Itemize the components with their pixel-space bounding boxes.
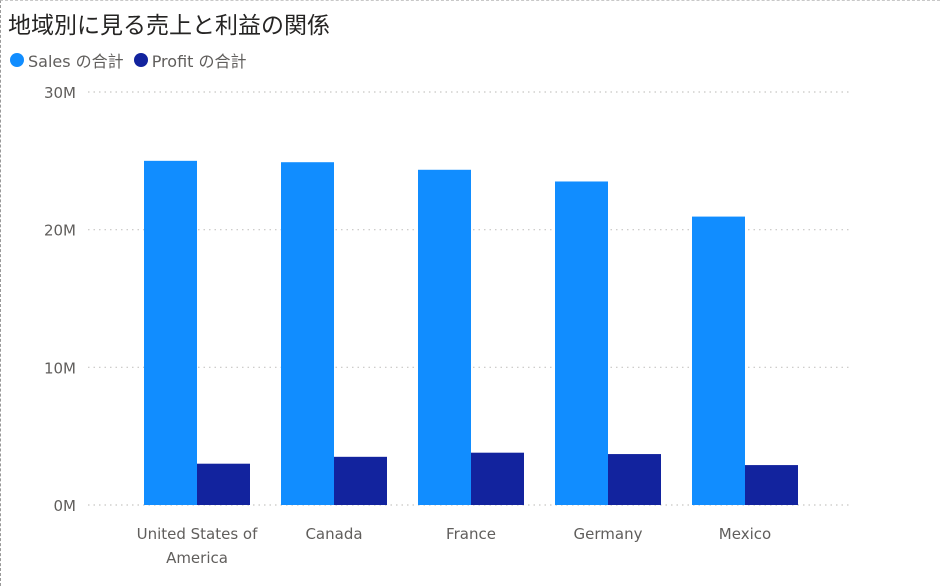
legend-label-profit: Profit の合計 <box>151 52 247 71</box>
bar-sales[interactable] <box>418 169 471 505</box>
y-tick-label: 10M <box>44 359 76 377</box>
chart-title: 地域別に見る売上と利益の関係 <box>8 13 330 39</box>
legend-item-profit[interactable]: Profit の合計 <box>133 48 247 72</box>
bar-sales[interactable] <box>281 162 334 505</box>
chart-legend: Sales の合計 Profit の合計 <box>10 48 257 72</box>
x-tick-label: France <box>446 525 496 543</box>
x-tick-label: Germany <box>574 525 643 543</box>
bar-profit[interactable] <box>471 452 524 505</box>
x-tick-label: United States of America <box>137 525 259 567</box>
bar-profit[interactable] <box>197 463 250 505</box>
bar-sales[interactable] <box>555 181 608 505</box>
legend-label-sales: Sales の合計 <box>28 52 124 71</box>
x-tick-label: Mexico <box>719 525 771 543</box>
legend-marker-sales <box>10 53 24 67</box>
legend-marker-profit <box>133 53 148 67</box>
bar-profit[interactable] <box>608 454 661 505</box>
legend-item-sales[interactable]: Sales の合計 <box>10 48 124 72</box>
bar-profit[interactable] <box>334 456 387 505</box>
bar-sales[interactable] <box>144 160 197 506</box>
y-tick-label: 20M <box>44 222 76 240</box>
y-tick-label: 30M <box>44 84 76 102</box>
bar-profit[interactable] <box>745 465 798 505</box>
y-tick-label: 0M <box>54 497 77 515</box>
bar-sales[interactable] <box>692 216 745 506</box>
x-tick-label: Canada <box>305 525 362 543</box>
